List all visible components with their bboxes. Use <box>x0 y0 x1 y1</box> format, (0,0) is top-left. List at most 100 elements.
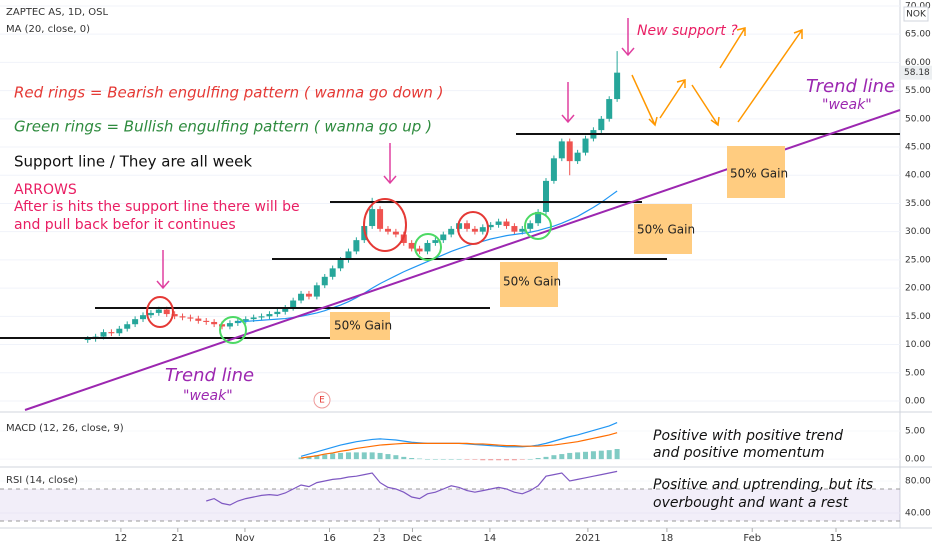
candle-body <box>345 251 352 260</box>
x-tick-label: 15 <box>830 533 843 544</box>
histogram-bar <box>472 459 478 460</box>
y-tick-label: 80.00 <box>905 477 931 487</box>
candle-body <box>377 209 384 229</box>
histogram-bar <box>535 458 541 460</box>
histogram-bar <box>511 459 517 461</box>
candle-body <box>124 324 131 329</box>
candle-body <box>614 72 621 100</box>
gain-label: 50% Gain <box>503 275 561 289</box>
histogram-bar <box>598 450 604 460</box>
x-tick-label: Dec <box>403 533 422 544</box>
histogram-bar <box>527 459 533 460</box>
trend-label: "weak" <box>183 388 233 404</box>
annotations: 50% Gain 50% Gain 50% Gain 50% Gain Red … <box>0 6 929 511</box>
candle-body <box>155 309 162 313</box>
candle-body <box>329 268 336 277</box>
y-tick-label: 60.00 <box>905 58 931 68</box>
histogram-bar <box>361 452 367 460</box>
candle-body <box>487 224 494 228</box>
y-tick-label: 30.00 <box>905 227 931 237</box>
histogram-bar <box>559 454 565 460</box>
candle-body <box>463 223 470 229</box>
down-arrows <box>156 18 635 290</box>
earnings-marker[interactable] <box>313 391 331 409</box>
macd-title: MACD (12, 26, close, 9) <box>6 423 124 434</box>
y-tick-label: 5.00 <box>905 368 925 378</box>
histogram-bar <box>496 459 502 461</box>
candle-body <box>495 221 502 225</box>
candle-body <box>408 242 415 249</box>
currency-box <box>903 6 929 22</box>
candle-body <box>171 314 178 317</box>
candle-body <box>479 227 486 232</box>
candle-body <box>566 141 573 162</box>
candle-body <box>266 314 273 317</box>
histogram-bar <box>567 452 573 460</box>
chart-title: ZAPTEC AS, 1D, OSL <box>6 7 108 18</box>
histogram-bar <box>440 459 446 460</box>
y-tick-label: 45.00 <box>905 143 931 153</box>
trend-label: Trend line <box>806 76 895 97</box>
green-note: Green rings = Bullish engulfing pattern … <box>14 118 432 136</box>
candle-body <box>582 138 589 153</box>
candle-body <box>211 321 218 325</box>
candle-body <box>140 315 147 320</box>
candle-body <box>290 300 297 308</box>
candle-body <box>392 231 399 235</box>
candle-body <box>147 312 154 316</box>
histogram-bar <box>606 450 612 460</box>
macd-note: Positive with positive trend <box>653 428 843 444</box>
earnings-label: E <box>319 396 325 406</box>
trend-label: "weak" <box>822 97 872 113</box>
x-tick-label: 12 <box>115 533 128 544</box>
x-tick-label: 21 <box>171 533 184 544</box>
path-arrows <box>631 27 803 127</box>
histogram-bar <box>385 454 391 460</box>
y-tick-label: 40.00 <box>905 171 931 181</box>
y-tick-label: 50.00 <box>905 114 931 124</box>
histogram-bar <box>330 453 336 460</box>
support-note: Support line / They are all week <box>14 153 252 171</box>
candle-body <box>108 332 115 334</box>
y-tick-label: 40.00 <box>905 509 931 519</box>
histogram-bar <box>377 452 383 460</box>
candle-body <box>163 309 170 315</box>
candle-body <box>305 293 312 297</box>
y-tick-label: 55.00 <box>905 86 931 96</box>
y-tick-label: 70.00 <box>905 1 931 11</box>
arrows-note: ARROWS <box>14 182 77 198</box>
histogram-bar <box>417 458 423 460</box>
candle-body <box>471 228 478 232</box>
candle-body <box>440 234 447 241</box>
candle-body <box>132 319 139 325</box>
x-tick-label: 2021 <box>575 533 600 544</box>
candle-body <box>258 316 265 318</box>
x-tick-label: 14 <box>484 533 497 544</box>
arrows-note: and pull back befor it continues <box>14 217 236 233</box>
y-tick-label: 20.00 <box>905 284 931 294</box>
candle-body <box>448 228 455 235</box>
gain-label: 50% Gain <box>637 223 695 237</box>
histogram-bar <box>424 459 430 460</box>
ma-legend: MA (20, close, 0) <box>6 24 90 35</box>
y-tick-label: 15.00 <box>905 312 931 322</box>
candle-body <box>416 248 423 252</box>
histogram-bar <box>480 459 486 461</box>
last-price: 58.18 <box>904 68 930 78</box>
x-tick-label: 23 <box>373 533 386 544</box>
histogram-bar <box>575 452 581 460</box>
gain-label: 50% Gain <box>334 319 392 333</box>
arrows-note: After is hits the support line there wil… <box>14 199 300 215</box>
candle-body <box>574 152 581 162</box>
histogram-bar <box>322 454 328 460</box>
candle-body <box>424 242 431 252</box>
histogram-bar <box>464 459 470 460</box>
rsi-title: RSI (14, close) <box>6 475 78 486</box>
histogram-bar <box>551 455 557 460</box>
candle-body <box>250 317 257 320</box>
candle-body <box>527 223 534 229</box>
trend-label: Trend line <box>165 365 254 386</box>
